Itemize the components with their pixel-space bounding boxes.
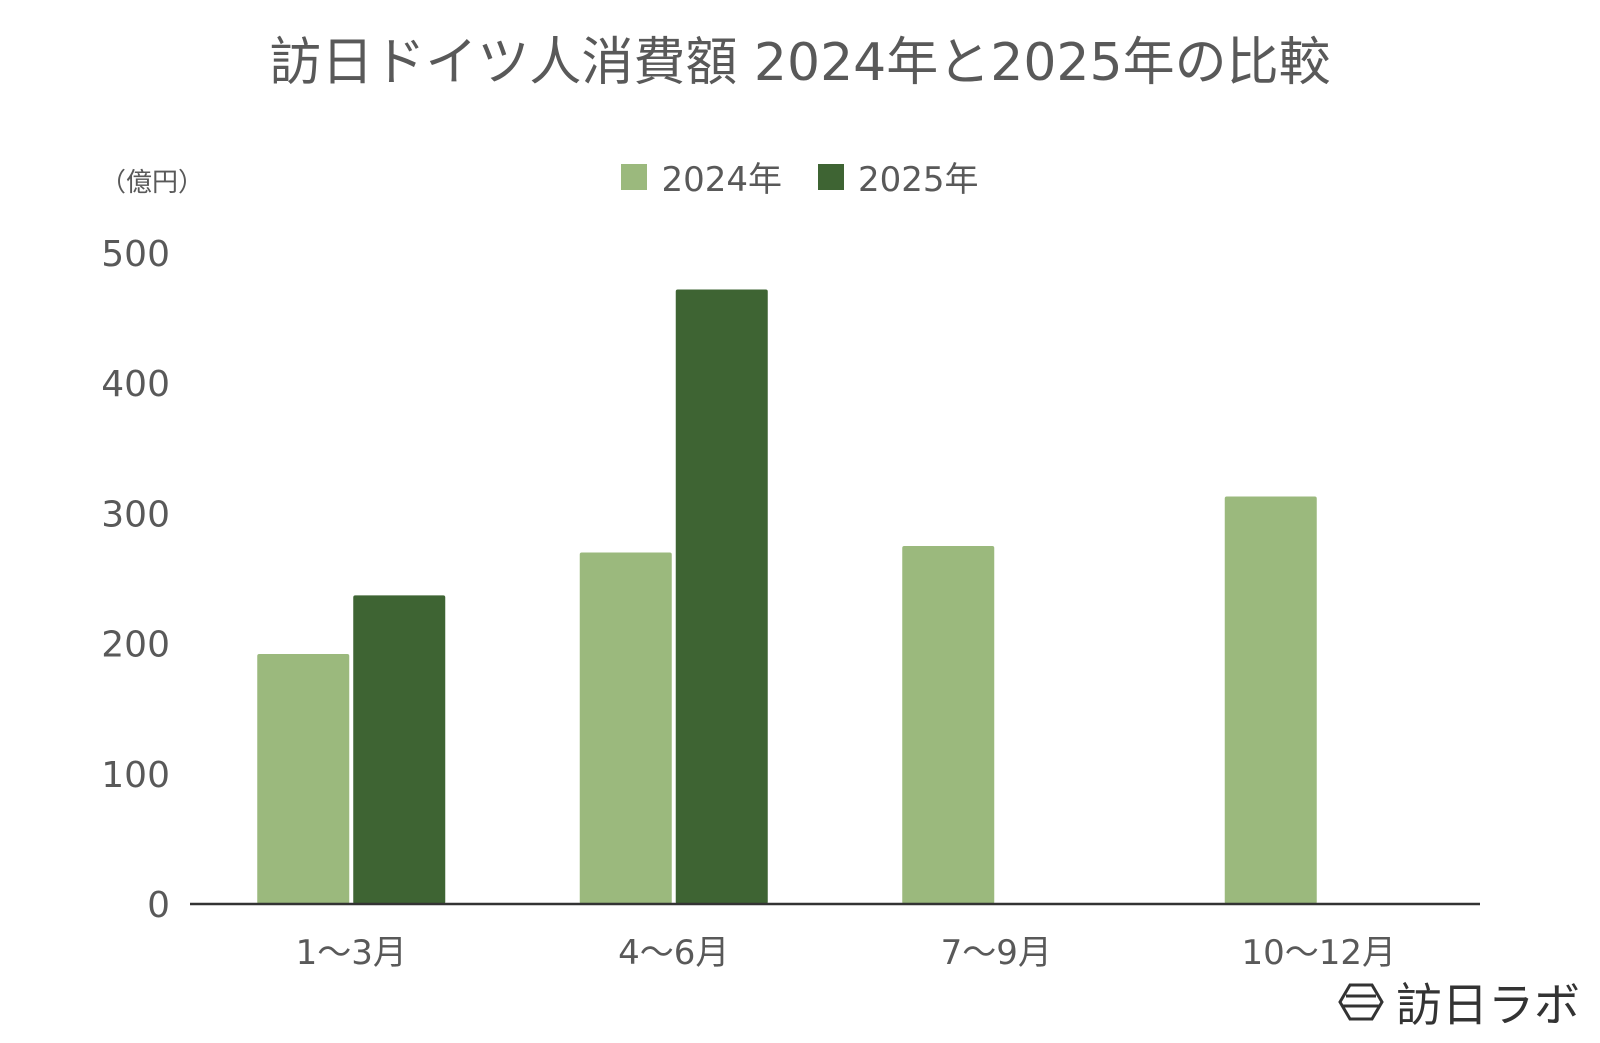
- legend-item-2025: 2025年: [818, 152, 979, 201]
- bar-2024年-1～3月: [257, 654, 350, 904]
- x-category-label-1: 1～3月: [296, 933, 407, 973]
- y-tick-label-500: 500: [101, 234, 170, 275]
- y-tick-label-400: 400: [101, 364, 170, 405]
- bar-2025年-4～6月: [675, 289, 768, 904]
- legend: 2024年 2025年: [0, 152, 1600, 201]
- bar-2024年-7～9月: [902, 545, 995, 904]
- y-axis-unit-label: （億円）: [100, 168, 205, 198]
- chart-title: 訪日ドイツ人消費額 2024年と2025年の比較: [269, 33, 1331, 93]
- brand-logo: 訪日ラボ: [1338, 969, 1580, 1035]
- y-tick-label-100: 100: [101, 755, 170, 796]
- legend-item-2024: 2024年: [621, 152, 782, 201]
- bar-2025年-1～3月: [353, 595, 446, 904]
- y-tick-label-200: 200: [101, 625, 170, 666]
- bar-2024年-4～6月: [579, 552, 672, 904]
- y-tick-label-0: 0: [147, 885, 170, 926]
- x-category-label-4: 10～12月: [1241, 933, 1396, 973]
- legend-label-2024: 2024年: [661, 160, 782, 200]
- x-category-label-2: 4～6月: [618, 933, 729, 973]
- bar-2024年-10～12月: [1224, 496, 1317, 904]
- brand-text: 訪日ラボ: [1396, 978, 1580, 1032]
- y-tick-label-300: 300: [101, 494, 170, 535]
- legend-label-2025: 2025年: [858, 160, 979, 200]
- legend-swatch-2025: [818, 163, 844, 190]
- legend-swatch-2024: [621, 163, 648, 190]
- x-category-label-3: 7～9月: [941, 933, 1052, 973]
- hexagon-logo-icon: [1338, 983, 1384, 1021]
